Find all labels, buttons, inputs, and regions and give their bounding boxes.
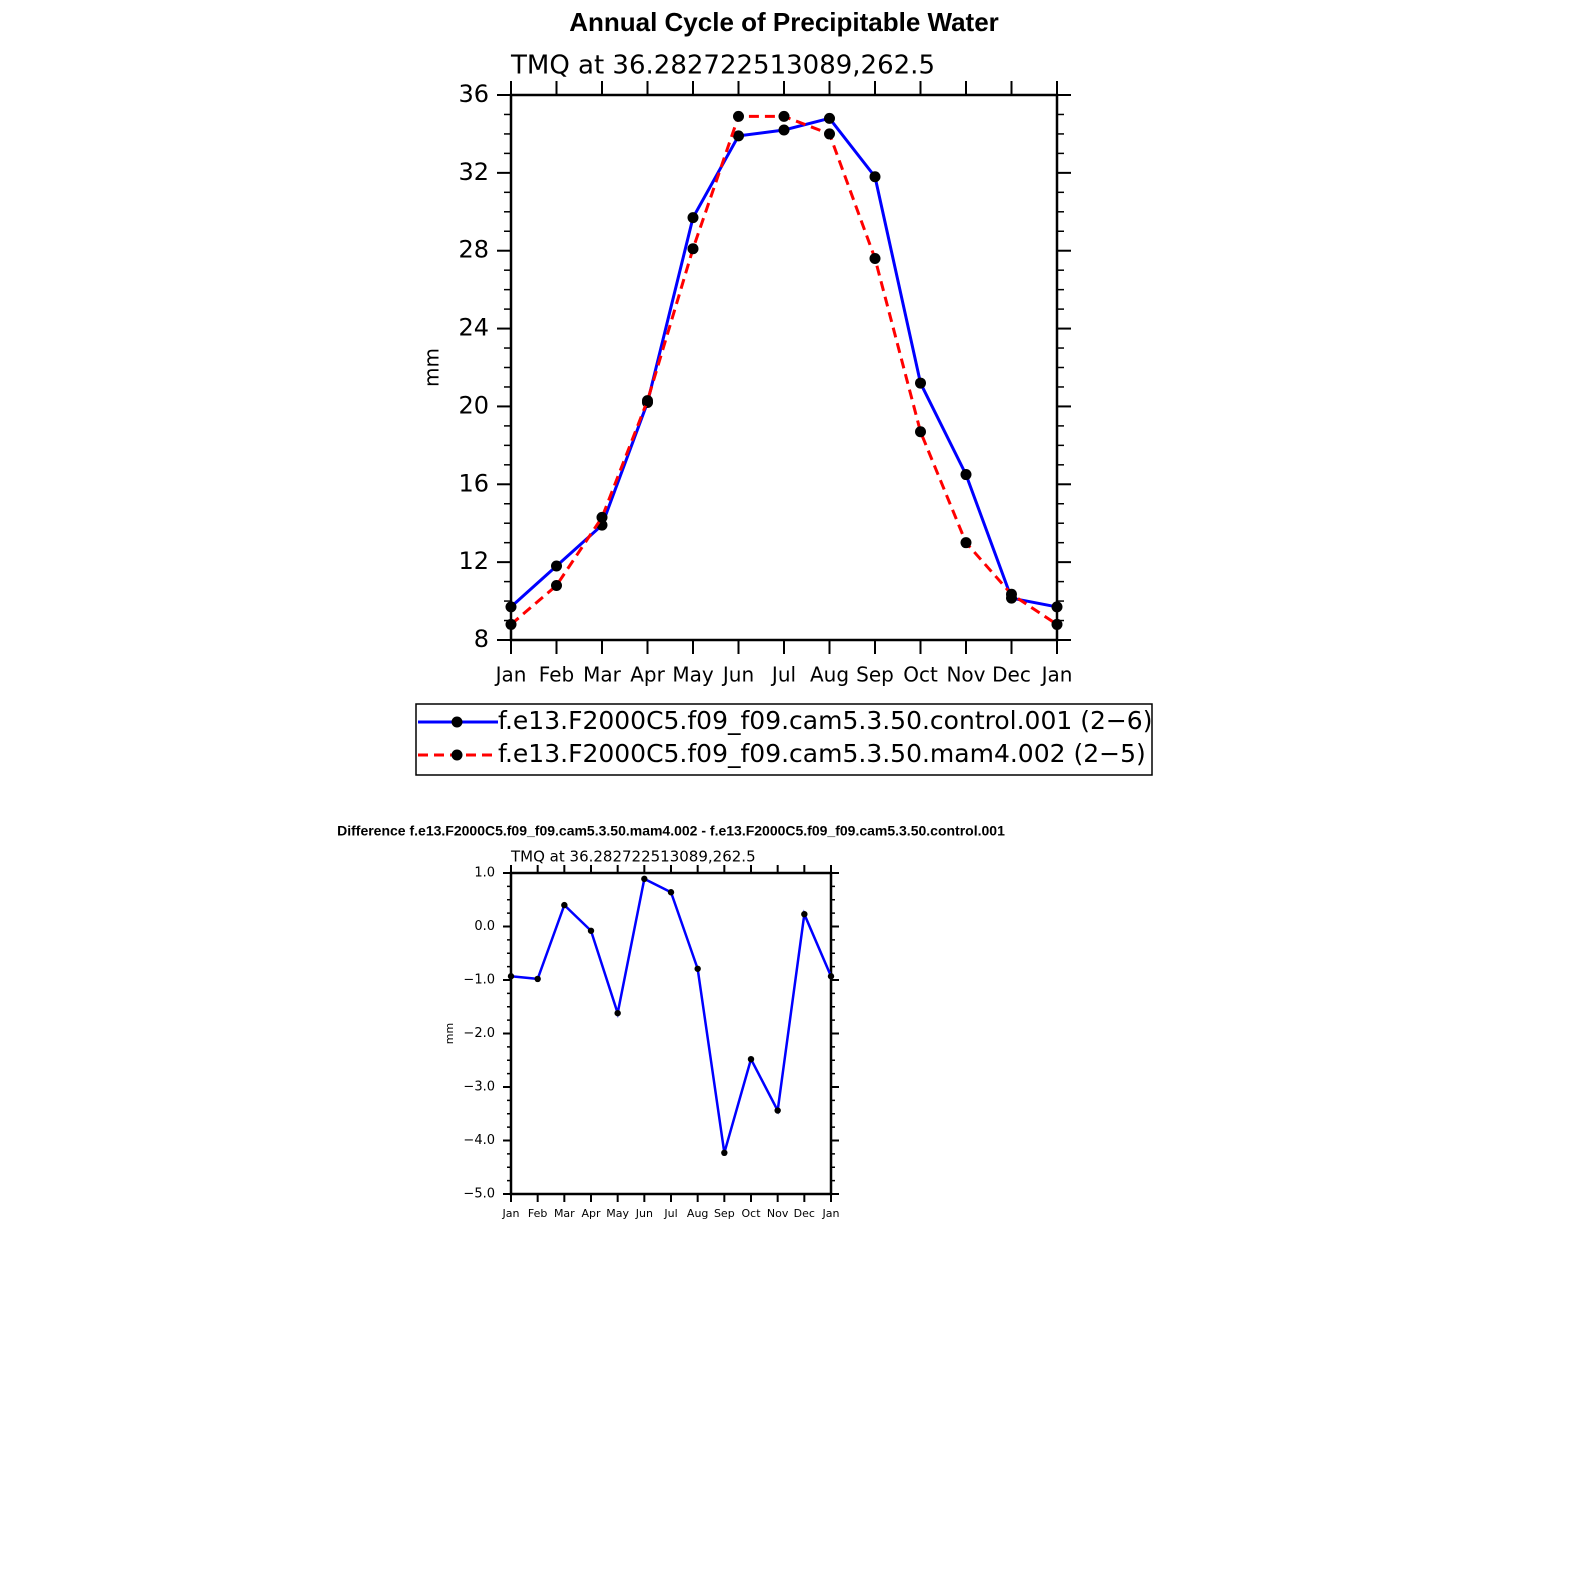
data-point [827, 973, 835, 980]
y-tick-label: 16 [458, 469, 489, 497]
y-tick-label: 0.0 [474, 919, 495, 934]
x-tick-label: Nov [767, 1207, 789, 1220]
x-tick-label: Oct [903, 663, 938, 687]
data-point [641, 875, 648, 883]
x-tick-label: Mar [554, 1207, 575, 1220]
y-tick-label: 32 [458, 158, 489, 186]
x-tick-label: Jun [721, 663, 754, 687]
data-point [801, 910, 808, 918]
y-tick-label: 36 [458, 80, 489, 108]
data-point [505, 618, 517, 630]
data-point [551, 560, 562, 572]
x-tick-label: Jun [635, 1207, 653, 1220]
data-point [824, 128, 835, 140]
data-point [960, 469, 972, 481]
y-tick-label: −3.0 [463, 1080, 495, 1095]
x-tick-label: Aug [687, 1207, 708, 1220]
x-tick-label: Apr [581, 1207, 601, 1220]
y-tick-label: 24 [458, 314, 489, 342]
plot-frame [509, 93, 1059, 642]
x-tick-label: Mar [583, 663, 622, 687]
data-point [1006, 588, 1017, 600]
data-point [614, 1009, 621, 1017]
data-point [960, 537, 972, 549]
data-point [915, 426, 926, 438]
x-tick-label: Jan [494, 663, 527, 687]
y-axis-label: mm [443, 1023, 456, 1044]
data-point [721, 1149, 728, 1157]
data-point [1051, 618, 1063, 630]
x-tick-label: Jul [770, 663, 796, 687]
x-tick-label: Jul [663, 1207, 677, 1220]
y-tick-label: 12 [458, 547, 489, 575]
x-tick-label: Sep [856, 663, 894, 687]
legend-marker [451, 749, 463, 761]
x-tick-label: Sep [714, 1207, 735, 1220]
chart-subtitle: TMQ at 36.282722513089,262.5 [510, 51, 935, 81]
legend-label: f.e13.F2000C5.f09_f09.cam5.3.50.control.… [498, 706, 1152, 735]
x-tick-label: Jan [502, 1207, 520, 1220]
y-tick-label: 1.0 [474, 866, 495, 881]
x-tick-label: Jan [822, 1207, 840, 1220]
data-point [551, 580, 562, 591]
x-tick-label: Jan [1040, 663, 1073, 687]
data-point [778, 110, 790, 122]
data-point [507, 973, 515, 980]
legend-marker [451, 716, 463, 728]
data-point [733, 130, 744, 142]
data-point [687, 212, 699, 224]
y-tick-label: −1.0 [463, 973, 495, 988]
data-point [694, 965, 701, 972]
series-line [510, 877, 833, 1154]
x-tick-label: May [606, 1207, 629, 1220]
series-line [510, 114, 1058, 626]
data-point [733, 110, 744, 122]
data-point [915, 377, 926, 389]
y-tick-label: −5.0 [463, 1187, 495, 1202]
data-point [596, 511, 608, 523]
data-point [687, 243, 699, 255]
data-point [505, 601, 517, 613]
x-tick-label: Nov [946, 663, 985, 687]
data-point [642, 395, 653, 407]
data-point [774, 1107, 781, 1114]
y-tick-label: 28 [458, 236, 489, 264]
chart-subtitle: TMQ at 36.282722513089,262.5 [510, 848, 756, 866]
data-point [667, 889, 675, 896]
y-tick-label: 8 [474, 625, 489, 653]
y-tick-label: 20 [458, 391, 489, 419]
chart-title: Annual Cycle of Precipitable Water [569, 7, 999, 37]
data-point [869, 171, 881, 183]
x-tick-label: Dec [794, 1207, 815, 1220]
chart-title: Difference f.e13.F2000C5.f09_f09.cam5.3.… [337, 823, 1005, 839]
data-point [534, 975, 541, 983]
y-tick-label: −4.0 [463, 1133, 495, 1148]
x-tick-label: Feb [528, 1207, 547, 1220]
plot-frame [509, 871, 833, 1196]
data-point [747, 1055, 755, 1063]
x-tick-label: Aug [810, 663, 849, 687]
data-point [587, 927, 595, 934]
legend-box [415, 703, 1153, 776]
x-tick-label: Oct [741, 1207, 761, 1220]
x-tick-label: Apr [630, 663, 665, 687]
data-point [824, 112, 835, 124]
y-tick-label: −2.0 [463, 1026, 495, 1041]
legend-label: f.e13.F2000C5.f09_f09.cam5.3.50.mam4.002… [498, 739, 1146, 768]
data-point [1051, 601, 1063, 613]
y-axis-label: mm [420, 348, 444, 387]
data-point [778, 124, 790, 136]
x-tick-label: Feb [539, 663, 574, 687]
series-line [509, 116, 1058, 609]
x-tick-label: Dec [992, 663, 1031, 687]
data-point [869, 253, 881, 264]
x-tick-label: May [672, 663, 714, 687]
data-point [561, 901, 568, 909]
